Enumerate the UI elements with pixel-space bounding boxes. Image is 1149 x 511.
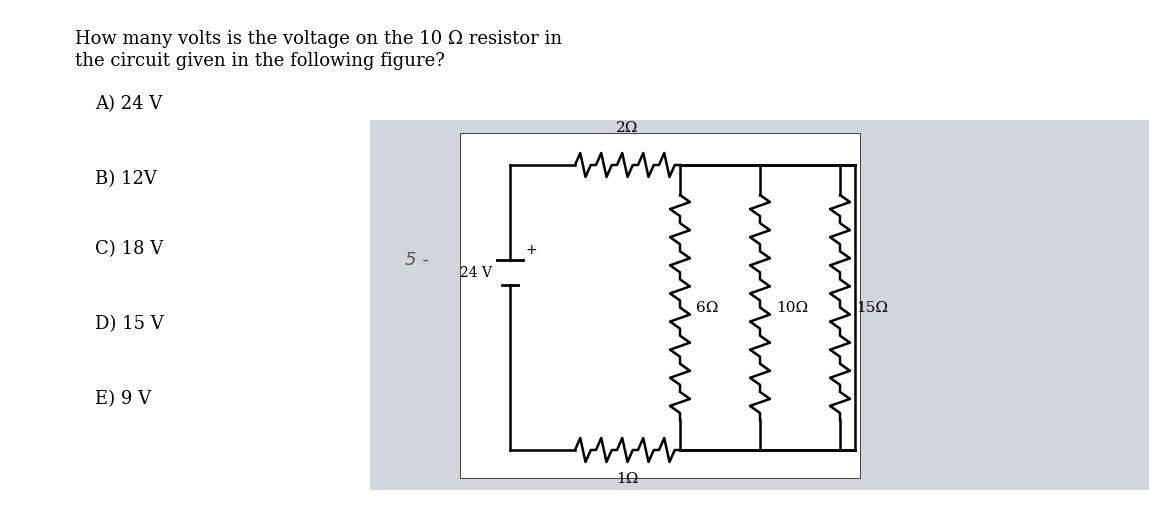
Text: the circuit given in the following figure?: the circuit given in the following figur… xyxy=(75,52,445,70)
Text: 2Ω: 2Ω xyxy=(616,121,639,135)
Bar xyxy=(370,120,1149,490)
Text: 6Ω: 6Ω xyxy=(696,300,718,314)
Bar xyxy=(460,133,859,478)
Text: +: + xyxy=(526,243,538,257)
Text: 24 V: 24 V xyxy=(460,266,492,280)
Text: 15Ω: 15Ω xyxy=(856,300,888,314)
Text: E) 9 V: E) 9 V xyxy=(95,390,152,408)
Text: D) 15 V: D) 15 V xyxy=(95,315,164,333)
Text: 10Ω: 10Ω xyxy=(776,300,808,314)
Text: A) 24 V: A) 24 V xyxy=(95,95,162,113)
Text: C) 18 V: C) 18 V xyxy=(95,240,163,258)
Text: 5 -: 5 - xyxy=(404,251,429,269)
Text: How many volts is the voltage on the 10 Ω resistor in: How many volts is the voltage on the 10 … xyxy=(75,30,562,48)
Text: B) 12V: B) 12V xyxy=(95,170,157,188)
Text: 1Ω: 1Ω xyxy=(616,472,639,486)
